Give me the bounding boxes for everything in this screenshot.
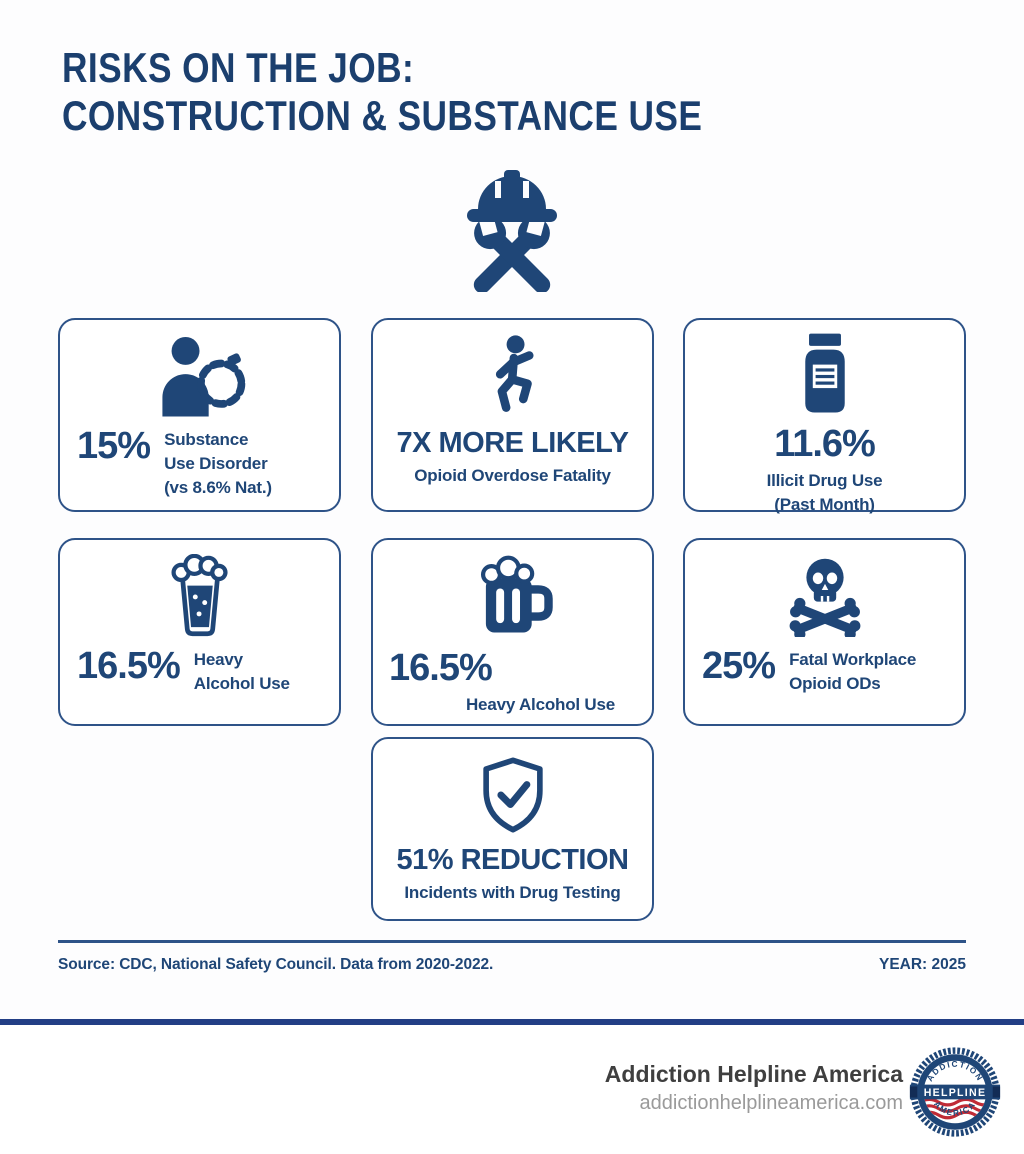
beer-glass-icon	[167, 553, 233, 639]
brand-block: Addiction Helpline America addictionhelp…	[605, 1061, 903, 1115]
stat-value: 25%	[702, 645, 776, 687]
bottom-divider-bar	[0, 1019, 1024, 1025]
brand-name: Addiction Helpline America	[604, 1061, 903, 1087]
falling-person-icon	[478, 333, 548, 419]
brand-website: addictionhelplineamerica.com	[639, 1092, 903, 1114]
source-divider-line	[58, 940, 966, 943]
stat-label-line: Alcohol Use	[193, 674, 290, 693]
card-illicit-drug-use: 11.6% Illicit Drug Use (Past Month)	[683, 318, 966, 514]
stat-value: 7X MORE LIKELY	[396, 427, 629, 459]
stat-row: 15% Substance Use Disorder (vs 8.6% Nat.…	[60, 427, 339, 500]
stat-stack: 16.5% Heavy Alcohol Use	[373, 649, 652, 717]
card-incident-reduction: 51% REDUCTION Incidents with Drug Testin…	[371, 737, 654, 921]
stat-row: 16.5% Heavy Alcohol Use	[60, 647, 339, 696]
stat-label-line: Substance	[164, 430, 249, 449]
card-opioid-overdose-fatality: 7X MORE LIKELY Opioid Overdose Fatality	[371, 318, 654, 512]
title-line-1: RISKS ON THE JOB:	[62, 44, 415, 91]
stat-label-line: Opioid ODs	[789, 674, 881, 693]
card-heavy-alcohol-use-mug: 16.5% Heavy Alcohol Use	[371, 538, 654, 726]
page-title: RISKS ON THE JOB: CONSTRUCTION & SUBSTAN…	[62, 44, 702, 140]
card-substance-use-disorder: 15% Substance Use Disorder (vs 8.6% Nat.…	[58, 318, 341, 512]
stat-label-line: Illicit Drug Use	[766, 471, 883, 490]
source-text: Source: CDC, National Safety Council. Da…	[58, 956, 494, 973]
stat-row: 25% Fatal Workplace Opioid ODs	[685, 647, 964, 696]
infographic-body: RISKS ON THE JOB: CONSTRUCTION & SUBSTAN…	[58, 44, 966, 973]
brand-badge-seal-icon: ADDICTION HELPLINE AMERICA	[909, 1046, 1001, 1138]
stat-label: Substance Use Disorder (vs 8.6% Nat.)	[164, 428, 272, 500]
stat-label-line: Use Disorder	[164, 454, 268, 473]
year-text: YEAR: 2025	[878, 956, 966, 973]
hardhat-crossed-wrenches-icon	[437, 157, 587, 292]
beer-mug-icon	[470, 553, 556, 639]
skull-crossbones-icon	[782, 553, 868, 639]
stat-label: Heavy Alcohol Use	[194, 648, 290, 696]
stat-label-line: (vs 8.6% Nat.)	[164, 478, 272, 497]
stat-stack: 7X MORE LIKELY Opioid Overdose Fatality	[373, 429, 652, 488]
stat-label-line: (Past Month)	[774, 495, 875, 514]
stat-label-line: Heavy	[193, 650, 243, 669]
stat-label: Fatal Workplace Opioid ODs	[789, 648, 916, 696]
stat-label-line: Opioid Overdose Fatality	[414, 466, 611, 485]
stat-label-line: Fatal Workplace	[789, 650, 917, 669]
stat-stack: 51% REDUCTION Incidents with Drug Testin…	[373, 846, 652, 905]
stat-value: 51% REDUCTION	[396, 844, 630, 876]
svg-text:HELPLINE: HELPLINE	[924, 1087, 987, 1099]
stat-label-line: Incidents with Drug Testing	[404, 883, 621, 902]
card-fatal-workplace-opioid-ods: 25% Fatal Workplace Opioid ODs	[683, 538, 966, 726]
pill-bottle-icon	[794, 333, 856, 415]
person-addiction-chain-icon	[147, 333, 253, 419]
stat-value: 11.6%	[774, 423, 876, 465]
stat-label-line: Heavy Alcohol Use	[465, 695, 616, 714]
stat-value: 16.5%	[77, 645, 181, 687]
stat-stack: 11.6% Illicit Drug Use (Past Month)	[685, 425, 964, 517]
stat-value: 16.5%	[389, 647, 493, 689]
card-heavy-alcohol-use-glass: 16.5% Heavy Alcohol Use	[58, 538, 341, 726]
title-line-2: CONSTRUCTION & SUBSTANCE USE	[62, 92, 703, 139]
stat-value: 15%	[77, 425, 151, 467]
shield-check-icon	[479, 754, 547, 836]
